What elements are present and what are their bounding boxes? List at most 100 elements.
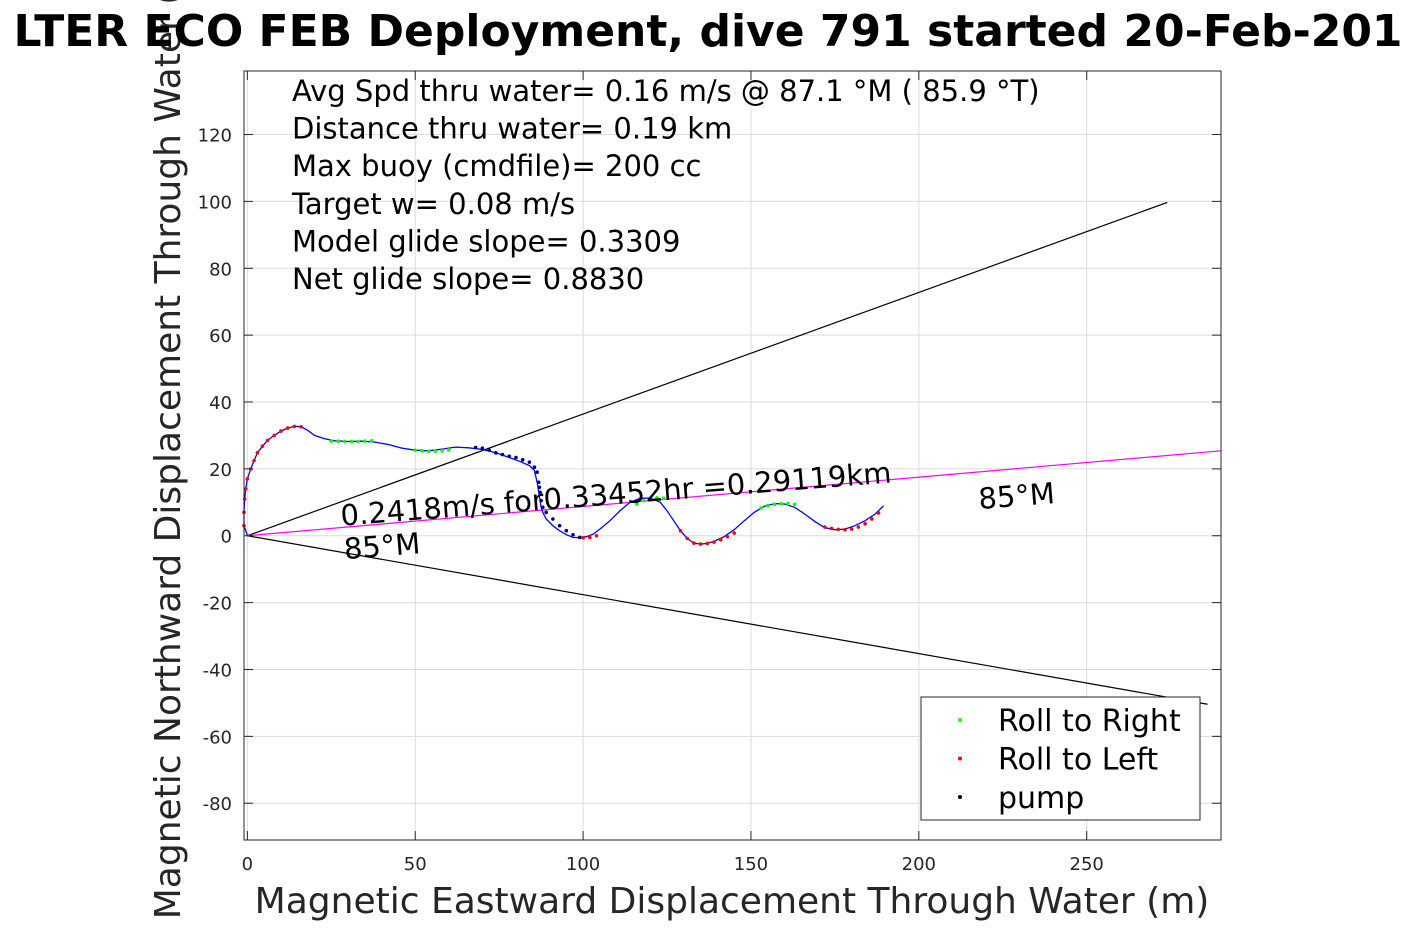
pump-point — [480, 446, 485, 450]
roll-right-point — [356, 439, 360, 444]
roll-right-point — [433, 449, 438, 453]
roll-right-point — [349, 439, 354, 444]
axis-ticks: 0 50 100 150 200 250 -80 -60 -40 -20 0 20 40 60 80 100 1… — [198, 71, 1221, 875]
pump-point — [551, 517, 555, 521]
roll-left-point — [678, 528, 683, 533]
roll-right-point — [765, 503, 770, 508]
roll-left-point — [685, 536, 689, 541]
y-axis-label: Magnetic Northward Displacement Through … — [148, 0, 189, 919]
stats-block: Avg Spd thru water= 0.16 m/s @ 87.1 °M (… — [291, 74, 1040, 296]
roll-right-point — [342, 439, 347, 444]
roll-right-point — [759, 506, 763, 510]
roll-right-point — [786, 501, 790, 506]
roll-right-point — [420, 449, 424, 453]
roll-left-point — [588, 535, 592, 540]
roll-left-point — [272, 433, 277, 438]
x-tick-label: 50 — [404, 854, 427, 875]
pump-point — [520, 458, 525, 462]
pump-point — [473, 445, 478, 450]
stat-line: Distance thru water= 0.19 km — [292, 112, 732, 146]
roll-left-point — [698, 542, 703, 546]
roll-left-point — [870, 517, 874, 521]
roll-left-point — [863, 521, 867, 526]
roll-left-point — [725, 534, 730, 539]
reference-line-upper — [247, 201, 1168, 537]
roll-left-point — [255, 451, 260, 455]
pump-point — [541, 505, 545, 510]
y-tick-label: 20 — [209, 460, 232, 481]
roll-left-point — [692, 541, 696, 545]
roll-right-point — [635, 502, 639, 506]
y-tick-label: -40 — [203, 660, 232, 681]
roll-left-point — [718, 537, 723, 542]
roll-left-point — [849, 527, 854, 531]
plot-frame — [243, 70, 1222, 841]
roll-left-point — [705, 541, 710, 546]
y-tick-label: 40 — [209, 393, 232, 414]
y-tick-label: -60 — [203, 727, 232, 748]
legend-marker — [958, 756, 962, 761]
legend-box — [920, 696, 1201, 821]
roll-right-point — [426, 449, 431, 453]
x-tick-label: 150 — [734, 854, 768, 875]
reference-line-lower — [247, 535, 1208, 705]
track-line — [243, 425, 885, 545]
y-tick-label: 120 — [198, 126, 232, 147]
pump-point — [536, 480, 541, 485]
y-tick-label: 0 — [221, 527, 232, 548]
pump-point — [539, 498, 543, 503]
roll-left-point — [245, 477, 250, 481]
roll-right-point — [772, 502, 777, 507]
roll-left-point — [260, 444, 265, 448]
roll-right-point — [792, 502, 797, 507]
stat-line: Net glide slope= 0.8830 — [292, 262, 644, 296]
roll-left-point — [265, 438, 270, 443]
x-tick-label: 250 — [1070, 854, 1104, 875]
roll-left-point — [581, 535, 585, 540]
roll-left-point — [285, 426, 290, 430]
reference-lines — [247, 201, 1221, 705]
roll-right-point — [363, 439, 367, 443]
roll-left-point — [836, 527, 841, 532]
roll-right-point — [447, 448, 451, 452]
roll-right-point — [329, 439, 334, 443]
roll-left-point — [843, 527, 847, 532]
roll-right-point — [336, 439, 340, 443]
roll-left-point — [732, 531, 736, 535]
glider-track — [243, 425, 885, 545]
roll-left-point — [594, 533, 599, 538]
x-tick-label: 100 — [566, 854, 600, 875]
x-tick-label: 200 — [902, 854, 936, 875]
pump-point — [494, 451, 498, 455]
roll-right-point — [440, 449, 444, 453]
roll-left-point — [856, 525, 861, 529]
pump-point — [564, 528, 569, 533]
roll-right-point — [413, 448, 418, 452]
pump-point — [535, 470, 539, 475]
y-tick-label: 80 — [209, 259, 232, 280]
roll-right-point — [641, 498, 646, 503]
roll-left-point — [279, 429, 283, 433]
pump-point — [500, 452, 505, 457]
roll-left-point — [712, 540, 716, 544]
roll-left-point — [823, 525, 827, 529]
chart-annotation: 85°M — [977, 476, 1056, 516]
roll-left-point — [252, 458, 256, 463]
roll-left-point — [292, 424, 297, 429]
pump-point — [571, 532, 575, 537]
pump-point — [537, 485, 542, 490]
pump-point — [577, 535, 582, 540]
roll-right-point — [655, 495, 659, 500]
pump-point — [557, 523, 562, 528]
track-points — [242, 424, 881, 546]
roll-left-point — [876, 511, 881, 515]
chart-title: LTER ECO FEB Deployment, dive 791 starte… — [13, 6, 1402, 57]
roll-right-point — [779, 501, 783, 506]
pump-point — [538, 490, 542, 495]
pump-point — [527, 460, 532, 464]
legend-marker — [958, 795, 962, 799]
roll-left-point — [829, 526, 834, 531]
roll-left-point — [299, 424, 303, 429]
roll-right-point — [661, 496, 666, 501]
